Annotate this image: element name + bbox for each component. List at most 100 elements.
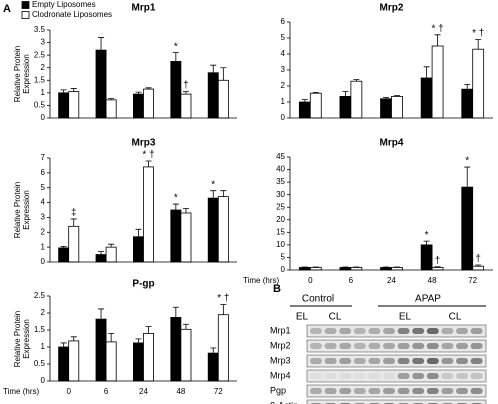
bar bbox=[350, 80, 363, 119]
x-tick-label: 48 bbox=[428, 276, 437, 285]
annotation: * bbox=[211, 179, 215, 190]
error-bar bbox=[220, 190, 227, 197]
annotation: † bbox=[475, 254, 481, 265]
error-bar bbox=[98, 37, 105, 51]
blot-band bbox=[456, 328, 468, 334]
error-bar bbox=[383, 266, 390, 268]
blot-band bbox=[368, 388, 381, 394]
error-bar bbox=[145, 87, 152, 90]
error-bar bbox=[135, 91, 142, 95]
bar bbox=[309, 92, 322, 119]
annotation: * bbox=[465, 156, 469, 167]
y-tick-label: 3.5 bbox=[34, 25, 46, 34]
bar bbox=[105, 341, 117, 382]
error-bar bbox=[210, 64, 217, 73]
bar bbox=[217, 196, 229, 263]
blot-band bbox=[324, 373, 337, 379]
blot-band bbox=[426, 388, 439, 394]
blot-band bbox=[456, 358, 468, 364]
annotation: * bbox=[174, 193, 178, 204]
blot-band bbox=[310, 328, 322, 334]
error-bar bbox=[135, 338, 142, 343]
blot-band bbox=[353, 358, 366, 364]
blot-band bbox=[310, 388, 322, 394]
x-axis-label: Time (hrs) bbox=[243, 276, 279, 285]
bar bbox=[105, 246, 117, 263]
y-tick-label: 3 bbox=[41, 213, 46, 222]
error-bar bbox=[60, 246, 67, 248]
annotation: ‡ bbox=[71, 208, 77, 219]
blot-band bbox=[353, 388, 366, 394]
bar bbox=[217, 79, 229, 119]
error-bar bbox=[98, 251, 105, 255]
error-bar bbox=[342, 266, 349, 268]
row-label: Mrp2 bbox=[270, 340, 291, 350]
error-bar bbox=[108, 243, 115, 248]
blot-band bbox=[368, 373, 381, 379]
legend-swatch bbox=[21, 1, 30, 9]
legend-label: Empty Liposomes bbox=[32, 0, 96, 9]
blot-band bbox=[383, 343, 395, 349]
y-tick-label: 30 bbox=[276, 190, 285, 199]
y-tick-label: 2.5 bbox=[34, 291, 46, 300]
blot-band bbox=[397, 343, 410, 349]
annotation: * † bbox=[217, 293, 229, 304]
blot-band bbox=[324, 328, 337, 334]
x-tick-label: 72 bbox=[468, 276, 477, 285]
blot-band bbox=[383, 358, 395, 364]
bar bbox=[58, 247, 70, 263]
error-bar bbox=[172, 203, 179, 210]
y-axis-label: Relative Protein Expression bbox=[13, 181, 31, 239]
y-tick-label: 0 bbox=[281, 113, 286, 122]
y-tick-label: 25 bbox=[276, 202, 285, 211]
blot-strip bbox=[306, 354, 487, 368]
error-bar bbox=[172, 52, 179, 62]
error-bar bbox=[475, 39, 482, 50]
error-bar bbox=[210, 347, 217, 354]
blot-band bbox=[426, 328, 439, 334]
bar bbox=[68, 91, 80, 119]
error-bar bbox=[353, 266, 360, 268]
blot-band bbox=[324, 388, 337, 394]
y-axis-label: Relative Protein Expression bbox=[13, 310, 31, 367]
y-tick-label: 5 bbox=[41, 183, 46, 192]
error-bar bbox=[60, 89, 67, 93]
row-label: Mrp4 bbox=[270, 370, 291, 380]
x-tick-label: 6 bbox=[349, 276, 354, 285]
blot-band bbox=[324, 358, 337, 364]
bar bbox=[143, 332, 154, 382]
blot-band bbox=[397, 388, 410, 394]
y-tick-label: 5 bbox=[281, 33, 286, 42]
error-bar bbox=[464, 84, 471, 90]
error-bar bbox=[98, 308, 105, 320]
y-tick-label: 20 bbox=[276, 215, 285, 224]
bar bbox=[170, 209, 182, 263]
bar bbox=[207, 352, 219, 382]
bar bbox=[68, 225, 80, 263]
bar bbox=[339, 96, 352, 119]
y-tick-label: 4 bbox=[41, 198, 46, 207]
blot-band bbox=[470, 328, 483, 334]
annotation: * † bbox=[142, 150, 154, 161]
group-label: APAP bbox=[415, 294, 441, 305]
blot-band bbox=[441, 328, 454, 334]
blot-band bbox=[412, 343, 425, 349]
y-tick-label: 2 bbox=[41, 63, 46, 72]
y-tick-label: 3 bbox=[41, 38, 46, 47]
annotation: † bbox=[183, 80, 189, 91]
error-bar bbox=[393, 266, 400, 268]
x-tick-label: 24 bbox=[139, 387, 148, 396]
legend-label: Clodronate Liposomes bbox=[32, 10, 112, 19]
y-tick-label: 2 bbox=[281, 81, 286, 90]
bar bbox=[472, 265, 485, 271]
blot-band bbox=[353, 328, 366, 334]
blot-band bbox=[339, 358, 352, 364]
bar bbox=[420, 77, 433, 119]
y-axis-label: Relative Protein Expression bbox=[13, 45, 31, 103]
bar bbox=[58, 346, 70, 382]
blot-band bbox=[456, 373, 468, 379]
x-tick-label: 72 bbox=[214, 387, 223, 396]
panel-label: A bbox=[3, 3, 11, 15]
error-bar bbox=[220, 304, 227, 315]
lane-label: CL bbox=[449, 312, 462, 323]
